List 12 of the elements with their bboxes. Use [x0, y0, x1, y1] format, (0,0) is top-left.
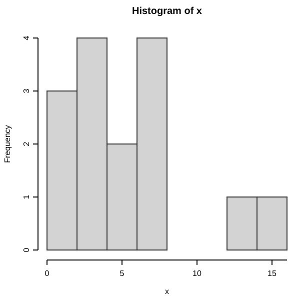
x-axis-title: x — [165, 287, 169, 296]
y-tick-label: 0 — [22, 247, 31, 252]
x-tick-label: 0 — [44, 269, 50, 278]
y-tick-label: 4 — [22, 35, 31, 40]
y-tick-label: 2 — [22, 141, 31, 146]
x-tick-label: 15 — [268, 269, 277, 278]
x-tick-label: 5 — [120, 269, 125, 278]
y-axis-title: Frequency — [3, 125, 12, 163]
chart-title: Histogram of x — [132, 6, 202, 17]
x-tick-label: 10 — [192, 269, 202, 278]
y-tick-label: 3 — [22, 88, 31, 94]
y-tick-label: 1 — [22, 194, 31, 200]
